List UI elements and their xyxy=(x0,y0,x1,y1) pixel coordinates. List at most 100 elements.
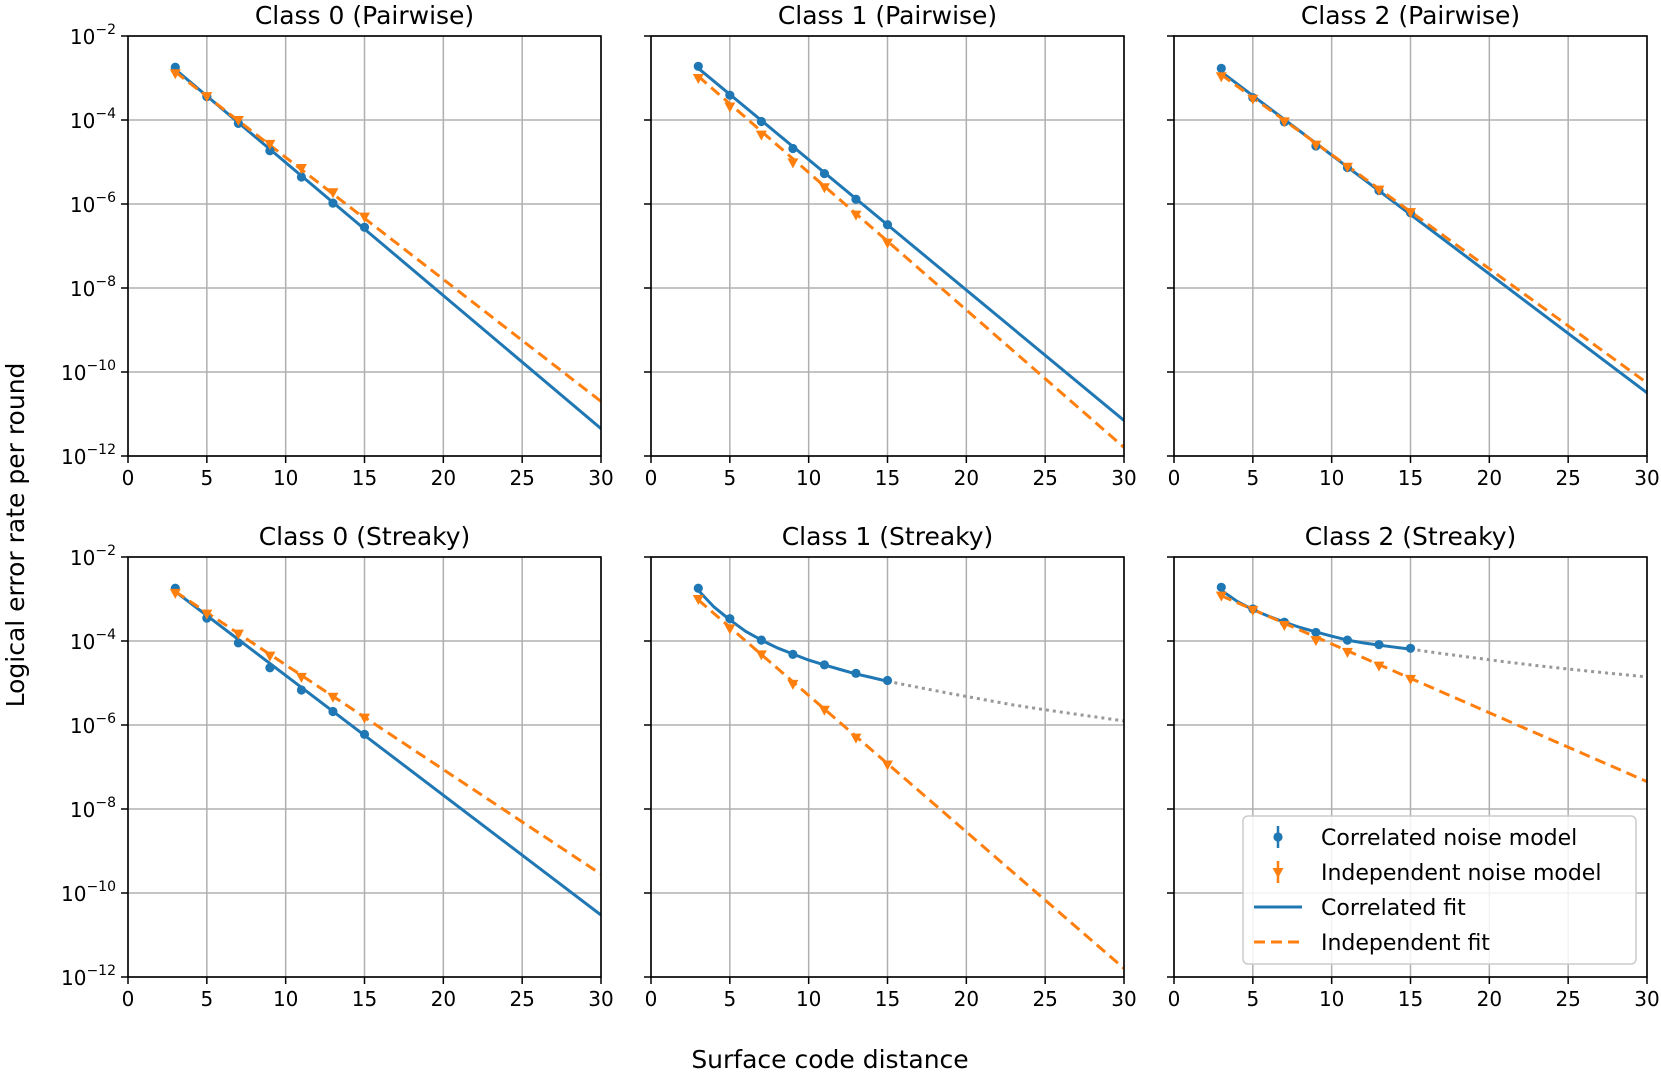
x-tick-label: 30 xyxy=(588,987,613,1011)
x-tick-label: 20 xyxy=(1477,466,1502,490)
x-tick-label: 25 xyxy=(1555,987,1580,1011)
correlated-point xyxy=(819,168,830,179)
data-layer xyxy=(169,62,601,430)
correlated-point xyxy=(359,729,370,739)
x-tick-label: 15 xyxy=(875,466,900,490)
x-tick-label: 10 xyxy=(1319,466,1344,490)
panel-title: Class 2 (Streaky) xyxy=(1305,522,1517,551)
x-tick-label: 10 xyxy=(796,987,821,1011)
correlated-point xyxy=(1342,635,1353,645)
series-independent-fit xyxy=(174,590,601,876)
correlated-point xyxy=(788,649,798,659)
independent-point xyxy=(1215,72,1227,83)
panel-4: 0 5 10 15 20 25 30 10−2 10−4 10−6 10−8 10−10 10−12 Cl… xyxy=(61,522,614,1011)
correlated-point xyxy=(819,660,830,670)
independent-point xyxy=(169,69,181,80)
independent-point xyxy=(882,238,893,249)
correlated-point xyxy=(1374,640,1384,650)
series-correlated-fit xyxy=(697,67,1124,422)
independent-point xyxy=(787,158,799,169)
legend-item: Independent noise model xyxy=(1272,861,1601,886)
data-layer xyxy=(692,583,1124,970)
legend-item: Correlated fit xyxy=(1254,896,1466,921)
panel-2: 0 5 10 15 20 25 30 Class 1 (Pairwise) xyxy=(644,1,1137,490)
series-independent-fit xyxy=(174,70,601,403)
x-tick-label: 25 xyxy=(1032,466,1057,490)
correlated-point xyxy=(296,685,307,695)
y-tick-label: 10−12 xyxy=(61,963,116,990)
x-tick-label: 15 xyxy=(875,987,900,1011)
panel-5: 0 5 10 15 20 25 30 Class 1 (Streaky) xyxy=(644,522,1137,1011)
x-tick-label: 20 xyxy=(431,466,456,490)
y-tick-label: 10−6 xyxy=(70,711,116,738)
x-tick-label: 30 xyxy=(1111,466,1136,490)
legend-frame xyxy=(1242,815,1637,965)
x-tick-label: 5 xyxy=(1246,466,1259,490)
independent-point xyxy=(724,102,736,113)
independent-point xyxy=(692,74,704,84)
series-correlated-extrapolation xyxy=(1410,647,1647,679)
correlated-point xyxy=(725,90,735,100)
independent-point xyxy=(882,760,893,771)
independent-point xyxy=(1373,185,1385,196)
correlated-point xyxy=(328,706,338,717)
x-tick-label: 15 xyxy=(352,466,377,490)
legend-item: Independent fit xyxy=(1254,931,1490,956)
legend-label: Correlated noise model xyxy=(1321,826,1577,851)
series-correlated-extrapolation xyxy=(887,679,1124,723)
series-independent-fit xyxy=(1220,594,1647,783)
independent-point xyxy=(850,733,862,744)
x-tick-label: 5 xyxy=(1246,987,1259,1011)
panels: 0 5 10 15 20 25 30 10−2 10−4 10−6 10−8 10−10 10−12 Cl… xyxy=(61,1,1660,1011)
independent-point xyxy=(232,629,244,640)
independent-point xyxy=(850,210,862,221)
correlated-point xyxy=(328,198,338,208)
correlated-point xyxy=(851,194,861,204)
correlated-point xyxy=(296,172,307,182)
legend-label: Independent noise model xyxy=(1321,861,1601,886)
correlated-point xyxy=(265,663,275,673)
x-tick-label: 25 xyxy=(509,466,534,490)
correlated-point xyxy=(359,222,370,232)
y-axis-label: Logical error rate per round xyxy=(1,363,30,708)
independent-point xyxy=(359,713,370,724)
legend-marker xyxy=(1272,868,1284,878)
x-tick-label: 0 xyxy=(122,466,135,490)
y-tick-label: 10−4 xyxy=(70,627,116,654)
legend: Correlated noise model Independent noise … xyxy=(1242,815,1637,965)
x-tick-label: 0 xyxy=(1168,466,1181,490)
independent-point xyxy=(1215,591,1227,602)
independent-point xyxy=(1278,621,1290,632)
independent-point xyxy=(264,651,276,662)
x-tick-label: 15 xyxy=(1398,987,1423,1011)
x-tick-label: 15 xyxy=(352,987,377,1011)
independent-point xyxy=(1341,647,1353,658)
x-tick-label: 20 xyxy=(431,987,456,1011)
independent-point xyxy=(327,188,339,199)
correlated-point xyxy=(882,675,893,686)
y-tick-label: 10−10 xyxy=(61,879,116,906)
series-correlated-fit xyxy=(174,590,601,917)
legend-item: Correlated noise model xyxy=(1273,826,1577,851)
panel-title: Class 0 (Streaky) xyxy=(259,522,471,551)
y-tick-label: 10−2 xyxy=(70,22,116,49)
x-tick-label: 5 xyxy=(723,466,736,490)
data-layer xyxy=(1215,582,1647,783)
independent-point xyxy=(1341,162,1353,173)
correlated-point xyxy=(1311,627,1321,638)
data-layer xyxy=(1215,63,1647,394)
x-tick-label: 15 xyxy=(1398,466,1423,490)
panel-3: 0 5 10 15 20 25 30 Class 2 (Pairwise) xyxy=(1167,1,1660,490)
correlated-point xyxy=(693,61,703,71)
independent-point xyxy=(1405,208,1416,219)
x-tick-label: 5 xyxy=(200,987,213,1011)
legend-marker xyxy=(1273,832,1283,842)
series-independent-fit xyxy=(1220,73,1647,385)
correlated-point xyxy=(756,635,766,645)
x-tick-label: 25 xyxy=(509,987,534,1011)
x-tick-label: 10 xyxy=(1319,987,1344,1011)
x-tick-label: 10 xyxy=(273,987,298,1011)
independent-point xyxy=(755,650,767,661)
y-tick-label: 10−6 xyxy=(70,190,116,217)
correlated-point xyxy=(1216,63,1226,73)
